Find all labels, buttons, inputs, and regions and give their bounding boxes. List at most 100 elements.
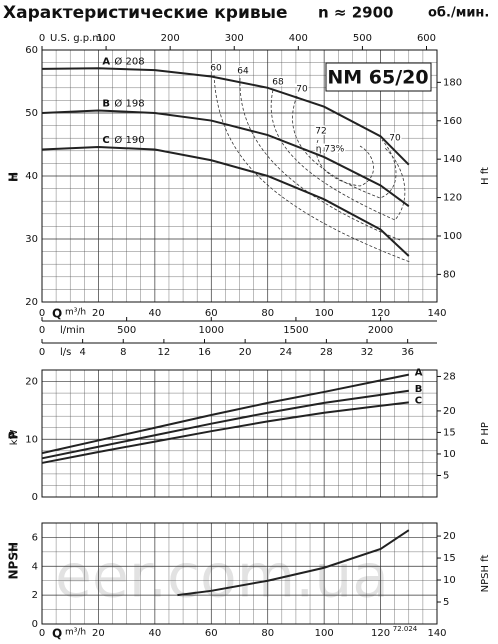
y2-tick-label: 100	[443, 231, 462, 242]
x-tick-label: 36	[401, 347, 414, 358]
x-axis-unit: m³/h	[65, 308, 86, 318]
plot-frame	[41, 49, 438, 303]
curve	[41, 373, 409, 455]
x-tick-label: 100	[97, 33, 116, 44]
x-tick-label: 140	[427, 628, 446, 639]
efficiency-label: 70	[296, 85, 308, 95]
x-tick-label: 4	[79, 347, 85, 358]
x-tick-label: 120	[371, 308, 390, 319]
y-tick-label: 0	[32, 492, 38, 503]
plot-frame	[41, 369, 438, 498]
y2-tick-label: 10	[443, 449, 456, 460]
x-tick-label: 140	[427, 308, 446, 319]
x-tick-label: 500	[117, 325, 136, 336]
y2-tick-label: 10	[443, 575, 456, 586]
x-tick-label: 24	[279, 347, 292, 358]
x-tick-label: 40	[148, 628, 161, 639]
legend-diameter: Ø 190	[114, 134, 144, 146]
y2-tick-label: 5	[443, 470, 449, 481]
y-axis-label: NPSH	[7, 542, 21, 580]
y-tick-label: 40	[25, 171, 38, 182]
legend-entry: B	[102, 98, 110, 109]
curve	[177, 529, 410, 597]
y-tick-label: 0	[32, 619, 38, 630]
x-axis-label: l/min	[60, 325, 85, 336]
legend-entry: C	[102, 135, 109, 146]
y-tick-label: 4	[32, 561, 38, 572]
x-axis-label: Q	[52, 627, 62, 641]
x-tick-label: 300	[225, 33, 244, 44]
model-box	[325, 62, 432, 92]
curve	[41, 389, 409, 460]
x-tick-label: 2000	[368, 325, 393, 336]
y2-tick-label: 140	[443, 154, 462, 165]
x-tick-label: 32	[361, 347, 374, 358]
x-tick-label: 0	[39, 325, 45, 336]
x-tick-label: 60	[205, 308, 218, 319]
x-tick-label: 28	[320, 347, 333, 358]
efficiency-contour	[292, 95, 397, 199]
x-axis-unit: m³/h	[65, 628, 86, 638]
x-tick-label: 16	[198, 347, 211, 358]
y2-tick-label: 180	[443, 77, 462, 88]
x-tick-label: 0	[39, 628, 45, 639]
efficiency-contour	[270, 89, 406, 221]
x-tick-label: 1000	[199, 325, 224, 336]
x-tick-label: 400	[289, 33, 308, 44]
speed-unit: об./мин.	[428, 6, 489, 21]
x-axis-label: U.S. g.p.m.	[50, 33, 105, 44]
watermark: eer.com.ua	[55, 542, 389, 612]
x-axis-label: l/s	[60, 347, 71, 358]
y-axis-label: P	[7, 431, 21, 440]
efficiency-label: 64	[237, 67, 249, 77]
x-tick-label: 60	[205, 628, 218, 639]
x-axis-label: Q	[52, 307, 62, 321]
model-name: NM 65/20	[327, 67, 428, 89]
efficiency-label: η 73%	[316, 145, 345, 155]
efficiency-label: 60	[210, 64, 222, 74]
x-tick-label: 0	[39, 33, 45, 44]
legend-entry: C	[415, 395, 422, 406]
x-tick-label: 200	[161, 33, 180, 44]
curve	[41, 401, 409, 464]
legend-diameter: Ø 198	[114, 97, 144, 109]
y-tick-label: 10	[25, 434, 38, 445]
y-axis-label: H	[7, 172, 21, 182]
y2-tick-label: 5	[443, 597, 449, 608]
y-tick-label: 60	[25, 45, 38, 56]
y2-tick-label: 120	[443, 193, 462, 204]
x-tick-label: 500	[353, 33, 372, 44]
legend-entry: B	[415, 384, 423, 395]
plot-frame	[41, 522, 438, 625]
efficiency-contour	[239, 77, 401, 241]
y2-tick-label: 80	[443, 269, 456, 280]
y2-tick-label: 20	[443, 406, 456, 417]
efficiency-contour	[316, 139, 374, 187]
x-tick-label: 8	[120, 347, 126, 358]
curve	[41, 146, 410, 257]
y-tick-label: 50	[25, 108, 38, 119]
x-tick-label: 100	[315, 628, 334, 639]
x-tick-label: 80	[261, 308, 274, 319]
efficiency-contours	[213, 74, 411, 263]
y-axis-unit: m	[9, 172, 20, 182]
x-tick-label: 80	[261, 628, 274, 639]
x-tick-label: 20	[92, 308, 105, 319]
y2-axis-label: P HP	[480, 422, 491, 445]
x-tick-label: 20	[239, 347, 252, 358]
y2-tick-label: 160	[443, 116, 462, 127]
curve	[41, 109, 410, 208]
efficiency-label: 72	[315, 127, 326, 137]
speed: n ≈ 2900	[318, 4, 393, 22]
x-tick-label: 40	[148, 308, 161, 319]
y2-tick-label: 20	[443, 531, 456, 542]
x-tick-label: 20	[92, 628, 105, 639]
legend-diameter: Ø 208	[114, 55, 144, 67]
y2-tick-label: 15	[443, 427, 456, 438]
x-tick-label: 600	[417, 33, 436, 44]
y-tick-label: 2	[32, 590, 38, 601]
y-tick-label: 6	[32, 532, 38, 543]
x-tick-label: 12	[158, 347, 171, 358]
